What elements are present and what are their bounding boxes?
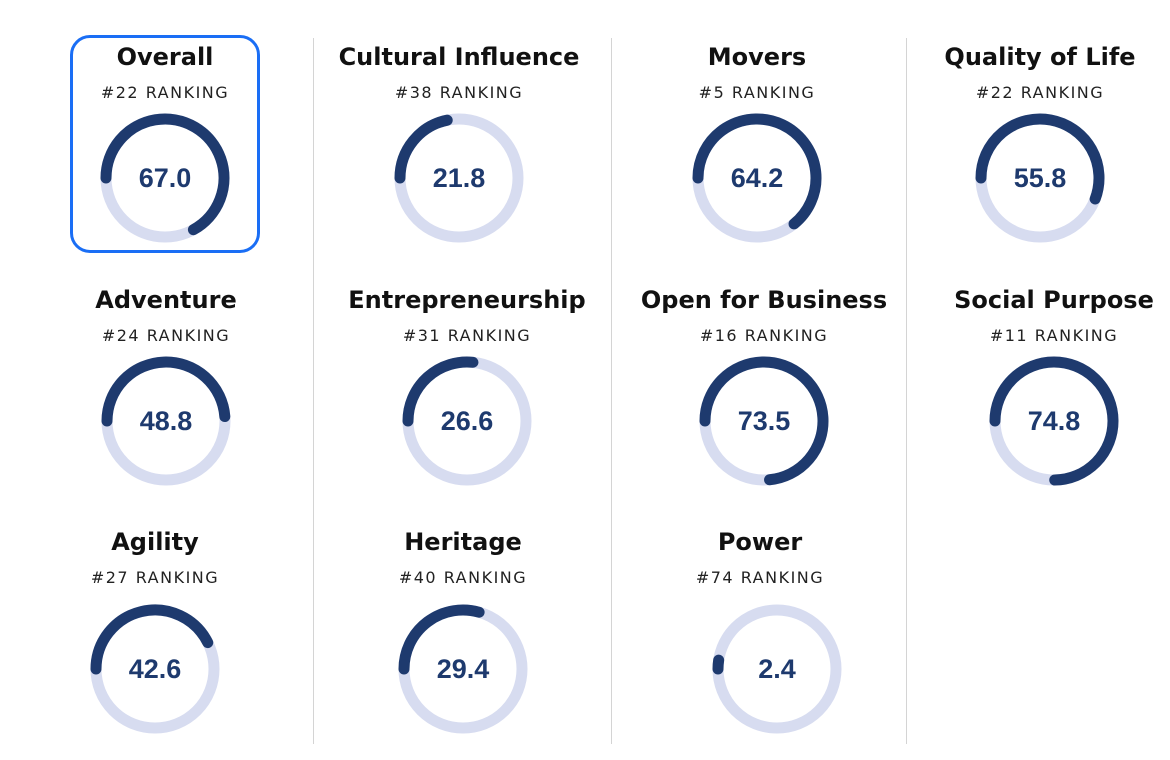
score-ring: 2.4 [712, 604, 842, 734]
metric-title: Social Purpose [954, 286, 1154, 314]
score-ring: 42.6 [90, 604, 220, 734]
metric-card-open-for-business[interactable]: Open for Business #16 RANKING 73.5 [641, 278, 887, 496]
score-value: 2.4 [758, 654, 796, 684]
metric-title: Overall [116, 43, 214, 71]
score-ring: 55.8 [975, 113, 1105, 243]
metric-ranking: #22 RANKING [975, 83, 1105, 102]
metric-card-quality-of-life[interactable]: Quality of Life #22 RANKING 55.8 [944, 35, 1136, 253]
metric-card-heritage[interactable]: Heritage #40 RANKING 29.4 [368, 520, 558, 738]
score-ring: 48.8 [101, 356, 231, 486]
metric-title: Heritage [404, 528, 522, 556]
column-divider [611, 38, 612, 744]
metric-title: Entrepreneurship [348, 286, 586, 314]
score-ring-arc [712, 654, 725, 675]
metric-ranking: #11 RANKING [989, 326, 1119, 345]
score-ring: 26.6 [402, 356, 532, 486]
score-value: 29.4 [437, 654, 490, 684]
metric-card-adventure[interactable]: Adventure #24 RANKING 48.8 [71, 278, 261, 496]
score-ring: 74.8 [989, 356, 1119, 486]
score-value: 73.5 [738, 406, 791, 436]
metric-title: Agility [111, 528, 199, 556]
metric-ranking: #5 RANKING [698, 83, 816, 102]
score-value: 74.8 [1028, 406, 1081, 436]
metric-card-cultural-influence[interactable]: Cultural Influence #38 RANKING 21.8 [339, 35, 579, 253]
metric-card-social-purpose[interactable]: Social Purpose #11 RANKING 74.8 [954, 278, 1154, 496]
score-ring: 21.8 [394, 113, 524, 243]
metric-title: Power [717, 528, 803, 556]
metric-title: Quality of Life [944, 43, 1136, 71]
metric-ranking: #38 RANKING [394, 83, 524, 102]
metric-card-entrepreneurship[interactable]: Entrepreneurship #31 RANKING 26.6 [348, 278, 586, 496]
score-ring-arc [699, 356, 829, 486]
metric-ranking: #22 RANKING [100, 83, 230, 102]
score-value: 64.2 [731, 163, 784, 193]
metric-ranking: #31 RANKING [402, 326, 532, 345]
metric-ranking: #40 RANKING [398, 568, 528, 587]
metric-card-movers[interactable]: Movers #5 RANKING 64.2 [662, 35, 852, 253]
score-ring: 64.2 [692, 113, 822, 243]
score-value: 26.6 [441, 406, 494, 436]
score-ring-arc [100, 113, 230, 236]
metric-ranking: #24 RANKING [101, 326, 231, 345]
score-ring-arc [989, 356, 1119, 486]
score-ring-arc [692, 113, 822, 230]
metric-title: Cultural Influence [338, 43, 580, 71]
score-ring-arc [394, 114, 453, 184]
score-ring-arc [398, 604, 485, 675]
column-divider [906, 38, 907, 744]
score-value: 42.6 [129, 654, 182, 684]
score-ring: 67.0 [100, 113, 230, 243]
metric-ranking: #27 RANKING [90, 568, 220, 587]
score-value: 48.8 [140, 406, 193, 436]
score-value: 67.0 [139, 163, 192, 193]
score-value: 55.8 [1014, 163, 1067, 193]
score-ring-arc [101, 356, 231, 427]
metric-title: Movers [707, 43, 807, 71]
metric-ranking: #74 RANKING [695, 568, 825, 587]
score-ring: 29.4 [398, 604, 528, 734]
metric-card-overall[interactable]: Overall #22 RANKING 67.0 [70, 35, 260, 253]
score-ring-arc [975, 113, 1105, 205]
score-value: 21.8 [433, 163, 486, 193]
score-ring: 73.5 [699, 356, 829, 486]
metric-title: Adventure [95, 286, 237, 314]
score-ring-arc [90, 604, 214, 675]
score-ring-arc [402, 356, 479, 427]
metric-ranking: #16 RANKING [699, 326, 829, 345]
metric-card-power[interactable]: Power #74 RANKING 2.4 [665, 520, 855, 738]
metric-title: Open for Business [640, 286, 888, 314]
column-divider [313, 38, 314, 744]
metric-card-agility[interactable]: Agility #27 RANKING 42.6 [60, 520, 250, 738]
